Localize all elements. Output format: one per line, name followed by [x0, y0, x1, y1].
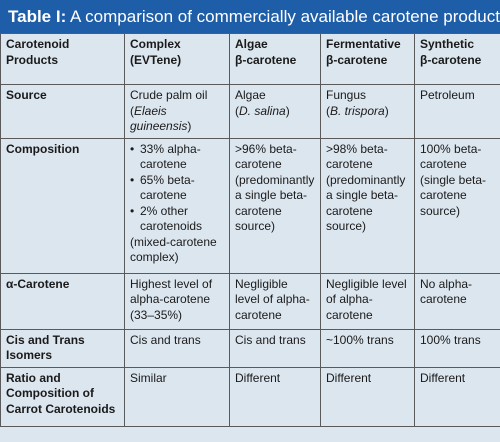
list-item: 33% alpha-carotene [130, 142, 224, 173]
cell-alpha-algae: Negligible level of alpha-carotene [229, 272, 321, 330]
cell-composition-complex: 33% alpha-carotene 65% beta-carotene 2% … [124, 137, 230, 274]
list-item: 65% beta-carotene [130, 173, 224, 204]
cell-source-algae: Algae (D. salina) [229, 84, 321, 139]
cell-source-fermentative: Fungus (B. trispora) [320, 84, 415, 139]
cell-alpha-complex: Highest level of alpha-carotene (33–35%) [124, 272, 230, 330]
row-label-composition: Composition [0, 137, 125, 274]
cell-isomers-fermentative: ~100% trans [320, 328, 415, 368]
cell-composition-synthetic: 100% beta-carotene (single beta-carotene… [414, 137, 500, 274]
cell-alpha-synthetic: No alpha-carotene [414, 272, 500, 330]
composition-note: (mixed-carotene complex) [130, 234, 217, 265]
cell-ratio-fermentative: Different [320, 366, 415, 427]
table-row-source: Source Crude palm oil (Elaeis guineensis)… [0, 84, 500, 139]
cell-isomers-complex: Cis and trans [124, 328, 230, 368]
cell-isomers-algae: Cis and trans [229, 328, 321, 368]
table-title-label: Table I: [8, 7, 67, 26]
row-label-alpha: α-Carotene [0, 272, 125, 330]
table-title: Table I: A comparison of commercially av… [0, 0, 500, 33]
table-title-text: A comparison of commercially available c… [70, 7, 500, 26]
list-item: 2% other carotenoids [130, 204, 224, 235]
cell-composition-fermentative: >98% beta-carotene (predominantly a sing… [320, 137, 415, 274]
table-row-isomers: Cis and Trans Isomers Cis and trans Cis … [0, 328, 500, 368]
header-complex: Complex (EVTene) [124, 33, 230, 85]
cell-ratio-synthetic: Different [414, 366, 500, 427]
cell-alpha-fermentative: Negligible level of alpha-carotene [320, 272, 415, 330]
table-row-ratio: Ratio and Composition of Carrot Caroteno… [0, 366, 500, 427]
cell-isomers-synthetic: 100% trans [414, 328, 500, 368]
comparison-table: Carotenoid Products Complex (EVTene) Alga… [0, 33, 500, 427]
header-algae: Algae β-carotene [229, 33, 321, 85]
composition-list: 33% alpha-carotene 65% beta-carotene 2% … [130, 142, 224, 235]
cell-source-synthetic: Petroleum [414, 84, 500, 139]
cell-ratio-complex: Similar [124, 366, 230, 427]
header-products: Carotenoid Products [0, 33, 125, 85]
cell-source-complex: Crude palm oil (Elaeis guineensis) [124, 84, 230, 139]
header-synthetic: Synthetic β-carotene [414, 33, 500, 85]
header-row: Carotenoid Products Complex (EVTene) Alga… [0, 33, 500, 85]
row-label-isomers: Cis and Trans Isomers [0, 328, 125, 368]
table-row-composition: Composition 33% alpha-carotene 65% beta-… [0, 137, 500, 274]
row-label-source: Source [0, 84, 125, 139]
table-row-alpha: α-Carotene Highest level of alpha-carote… [0, 272, 500, 330]
cell-ratio-algae: Different [229, 366, 321, 427]
header-fermentative: Fermentative β-carotene [320, 33, 415, 85]
cell-composition-algae: >96% beta-carotene (predominantly a sing… [229, 137, 321, 274]
row-label-ratio: Ratio and Composition of Carrot Caroteno… [0, 366, 125, 427]
